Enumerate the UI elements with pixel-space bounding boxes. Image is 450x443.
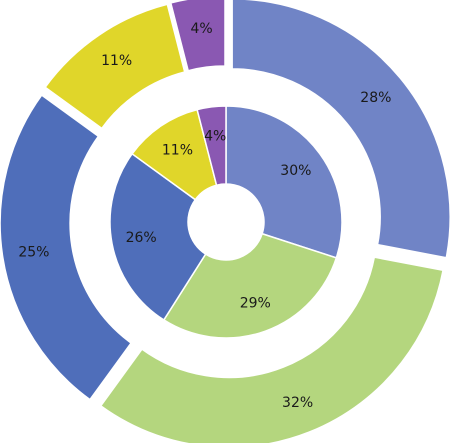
outer-ring-label-2: 32% — [282, 395, 313, 411]
outer-ring-slice-3 — [0, 94, 133, 401]
inner-ring-slice-5 — [196, 105, 227, 187]
outer-ring-slice-1 — [231, 0, 450, 259]
inner-ring-label-1: 30% — [280, 163, 311, 179]
inner-ring-label-5: 4% — [204, 128, 226, 144]
outer-ring-label-5: 4% — [191, 21, 213, 37]
inner-ring-slice-2 — [162, 232, 338, 339]
outer-ring-label-3: 25% — [18, 244, 49, 260]
inner-ring-label-4: 11% — [162, 143, 193, 159]
outer-ring-slice-2 — [99, 256, 444, 443]
inner-ring-slice-3 — [109, 152, 207, 321]
inner-ring-slice-1 — [225, 105, 343, 259]
inner-ring: 30% 29% 26% 11% 4% — [109, 105, 343, 339]
inner-ring-label-3: 26% — [126, 230, 157, 246]
outer-ring-slice-4 — [44, 3, 186, 130]
outer-ring-slice-5 — [169, 0, 226, 72]
outer-ring-label-4: 11% — [101, 53, 132, 69]
inner-ring-label-2: 29% — [240, 295, 271, 311]
outer-ring-label-1: 28% — [360, 90, 391, 106]
